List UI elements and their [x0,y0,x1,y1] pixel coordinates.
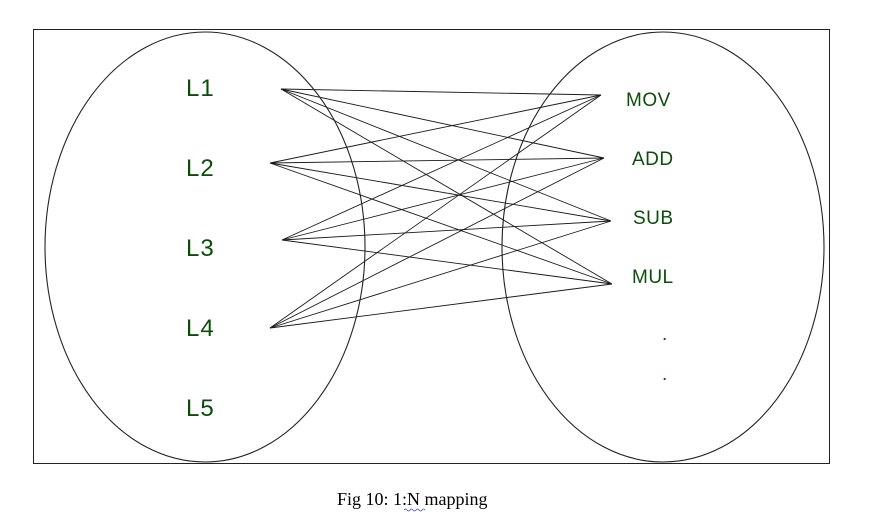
edge-l3-sub [281,220,612,241]
edge-l4-mov [269,94,602,329]
edge-l3-add [281,157,605,241]
mapping-edges [269,88,613,329]
right-label-add: ADD [632,149,674,170]
edge-l1-mov [280,88,602,96]
left-label-l4: L4 [186,315,215,342]
right-set-labels: MOV ADD SUB MUL.. [626,90,674,385]
left-label-l1: L1 [186,75,215,102]
edge-l1-mul [280,88,613,285]
left-set-ellipse [44,31,366,463]
right-set-ellipse [501,31,825,463]
edge-l2-add [269,157,605,164]
spellcheck-underline [403,508,426,512]
right-label-sub: SUB [633,208,674,229]
edge-l2-mov [269,94,602,164]
left-label-l2: L2 [186,155,215,182]
edge-l4-mul [269,283,613,329]
edge-l3-mov [281,94,602,241]
figure-caption: Fig 10: 1:N mapping [337,489,488,509]
edge-l4-add [269,157,605,329]
left-set-labels: L1 L2 L3 L4 L5 [186,75,215,422]
left-label-l3: L3 [186,235,215,262]
left-label-l5: L5 [186,395,215,422]
ellipsis-dot-2: . [662,364,668,385]
diagram-frame [33,29,830,464]
right-label-mul: MUL [632,267,674,288]
edge-l4-sub [269,220,612,329]
edge-l2-mul [269,162,613,285]
edge-l1-add [280,88,605,159]
ellipsis-dot-1: . [662,324,668,345]
edge-l3-mul [281,239,613,285]
right-label-mov: MOV [626,90,671,111]
edge-l2-sub [269,162,612,222]
edge-l1-sub [280,88,612,222]
